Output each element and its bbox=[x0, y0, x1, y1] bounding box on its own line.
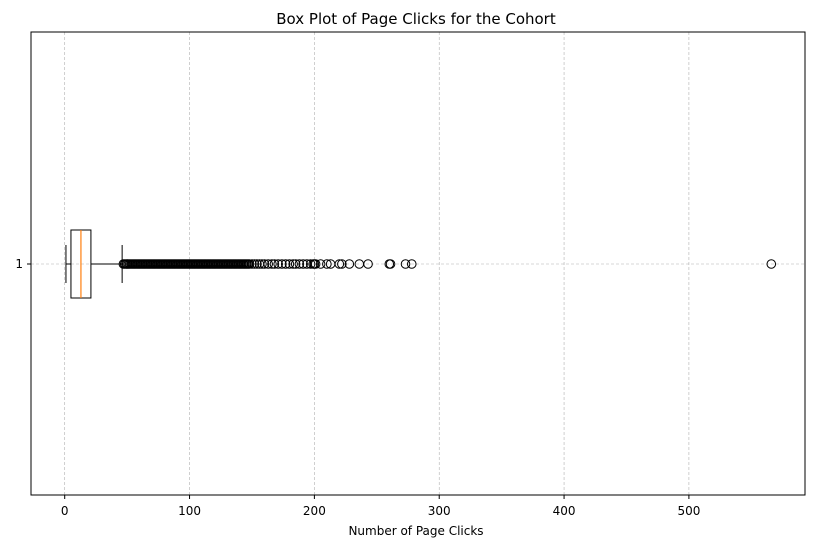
outlier-point bbox=[284, 259, 295, 269]
x-tick-label: 300 bbox=[428, 504, 451, 518]
outlier-point bbox=[310, 259, 321, 269]
outlier-point bbox=[363, 259, 373, 269]
outlier-point bbox=[269, 259, 280, 269]
outlier-point bbox=[294, 259, 305, 269]
grid-lines bbox=[31, 32, 805, 495]
outlier-point bbox=[315, 259, 326, 269]
y-tick-label: 1 bbox=[15, 257, 23, 271]
outlier-point bbox=[385, 259, 396, 269]
outlier-point bbox=[247, 259, 257, 269]
x-tick-label: 0 bbox=[61, 504, 69, 518]
y-axis-ticks: 1 bbox=[15, 257, 31, 271]
outlier-point bbox=[267, 259, 277, 269]
outlier-point bbox=[406, 259, 417, 269]
outlier-point bbox=[766, 259, 777, 269]
outlier-point bbox=[263, 259, 273, 269]
x-axis-ticks: 0 100 200 300 400 500 bbox=[61, 495, 700, 518]
outlier-point bbox=[290, 259, 301, 269]
outlier-point bbox=[277, 259, 287, 269]
x-tick-label: 200 bbox=[303, 504, 326, 518]
x-tick-label: 500 bbox=[677, 504, 700, 518]
outlier-point bbox=[322, 259, 332, 269]
outlier-point bbox=[273, 259, 283, 269]
outlier-point bbox=[249, 259, 260, 269]
outlier-point bbox=[259, 259, 270, 269]
outlier-point bbox=[344, 259, 355, 269]
outlier-point bbox=[334, 259, 345, 269]
x-tick-label: 100 bbox=[178, 504, 201, 518]
outlier-point bbox=[305, 259, 316, 269]
outlier-point bbox=[280, 259, 291, 269]
outlier-point bbox=[244, 259, 255, 269]
outlier-point bbox=[337, 259, 347, 269]
outlier-point bbox=[252, 259, 262, 269]
outlier-point bbox=[298, 259, 308, 269]
x-tick-label: 400 bbox=[553, 504, 576, 518]
outlier-point bbox=[257, 259, 267, 269]
plot-area bbox=[65, 229, 777, 299]
chart-title: Box Plot of Page Clicks for the Cohort bbox=[276, 10, 556, 28]
outlier-point bbox=[288, 259, 298, 269]
outlier-point bbox=[400, 259, 411, 269]
x-axis-label: Number of Page Clicks bbox=[348, 524, 483, 538]
